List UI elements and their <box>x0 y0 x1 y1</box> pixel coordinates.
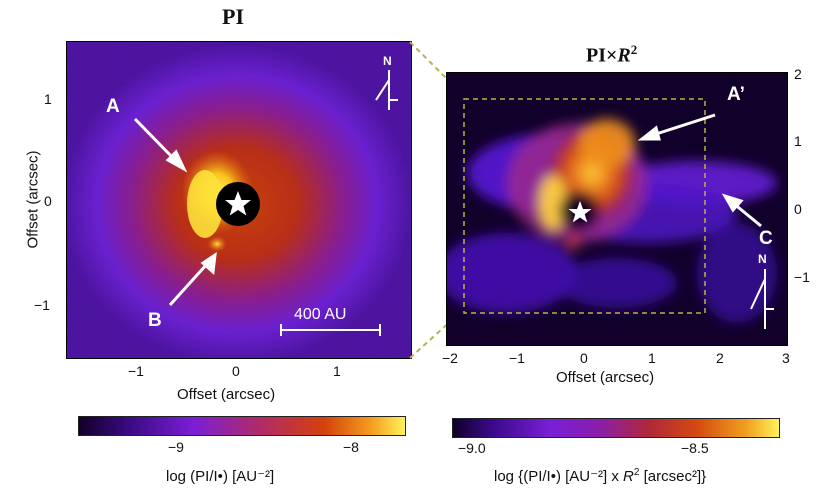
left-panel-title: PI <box>222 4 244 29</box>
right-xtick: 3 <box>782 350 790 366</box>
right-xtick: 2 <box>716 350 724 366</box>
right-ytick: 2 <box>794 66 802 82</box>
marker-b-label: B <box>148 310 162 331</box>
left-xtick: 1 <box>333 363 341 379</box>
left-ytick: 1 <box>44 91 52 107</box>
right-panel-title: PI×R2 <box>586 42 638 67</box>
right-colorbar <box>452 418 780 438</box>
left-ytick: −1 <box>34 297 50 313</box>
star-icon <box>568 201 592 223</box>
left-ylabel: Offset (arcsec) <box>24 150 42 249</box>
left-ytick: 0 <box>44 193 52 209</box>
zoom-box <box>463 98 706 314</box>
compass-label: N <box>758 252 767 266</box>
marker-a-label: A <box>106 96 120 117</box>
arrow-a-icon <box>133 117 177 162</box>
right-colorbar-label: log {(PI/I•) [AU⁻²] x R2 [arcsec²]} <box>494 467 707 485</box>
right-ytick: 0 <box>794 201 802 217</box>
zoom-connector <box>409 41 464 359</box>
left-xtick: 0 <box>232 363 240 379</box>
left-xtick: −1 <box>128 363 144 379</box>
right-colorbar-tick: −9.0 <box>458 440 486 456</box>
right-xtick: 0 <box>580 350 588 366</box>
compass-icon <box>375 70 398 110</box>
right-xtick: −1 <box>509 350 525 366</box>
right-xtick: −2 <box>442 350 458 366</box>
left-colorbar-label: log (PI/I•) [AU⁻²] <box>166 468 275 485</box>
right-xlabel: Offset (arcsec) <box>556 369 655 386</box>
right-xtick: 1 <box>648 350 656 366</box>
left-xlabel: Offset (arcsec) <box>177 386 276 403</box>
marker-c-label: C <box>759 228 773 249</box>
right-image <box>446 72 788 346</box>
star-icon <box>225 191 251 216</box>
scale-bar-label: 400 AU <box>294 306 347 323</box>
left-colorbar-tick: −8 <box>343 439 359 455</box>
left-image <box>66 41 412 359</box>
right-ytick: 1 <box>794 133 802 149</box>
marker-a-prime-label: A’ <box>727 84 745 105</box>
left-colorbar-tick: −9 <box>168 439 184 455</box>
right-colorbar-tick: −8.5 <box>681 440 709 456</box>
scale-bar <box>280 324 381 336</box>
compass-label: N <box>383 54 392 68</box>
arrow-b-icon <box>168 262 209 307</box>
left-colorbar <box>78 416 406 436</box>
arrow-a-prime-icon <box>652 113 716 137</box>
compass-icon <box>750 269 774 329</box>
right-ytick: −1 <box>794 269 810 285</box>
